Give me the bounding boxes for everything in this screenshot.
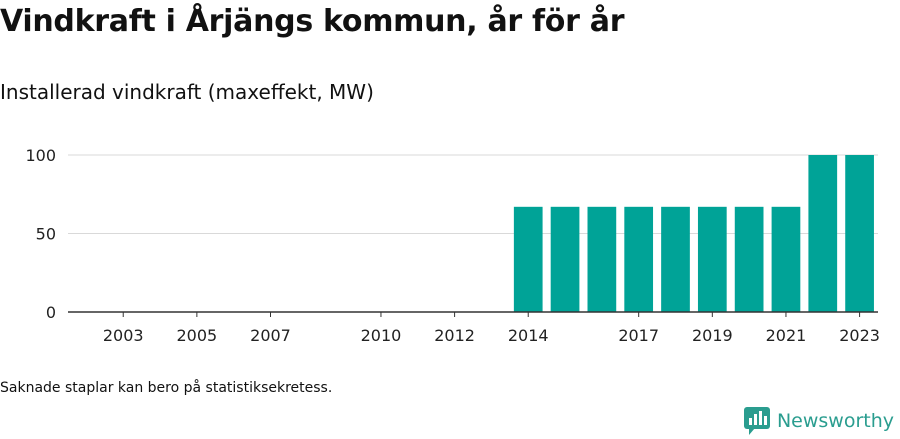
x-tick-label: 2012 xyxy=(434,326,475,345)
bar xyxy=(845,155,874,312)
x-tick-label: 2007 xyxy=(250,326,291,345)
x-tick-label: 2005 xyxy=(177,326,218,345)
bar xyxy=(808,155,838,312)
bar xyxy=(513,206,543,312)
brand-logo: Newsworthy xyxy=(743,406,894,436)
brand-name: Newsworthy xyxy=(776,410,894,432)
bar-chart-speech-bubble-icon xyxy=(743,407,770,435)
y-tick-label: 100 xyxy=(25,146,56,165)
x-tick-label: 2017 xyxy=(618,326,659,345)
x-tick-label: 2019 xyxy=(692,326,733,345)
bar xyxy=(734,206,764,312)
bar xyxy=(587,206,617,312)
bar xyxy=(697,206,727,312)
x-tick-label: 2023 xyxy=(839,326,880,345)
bar xyxy=(550,206,580,312)
x-tick-label: 2010 xyxy=(361,326,402,345)
bar-chart: 0 50 100 2003 2005 2007 2010 2012 2014 2017 2019 20… xyxy=(25,146,880,345)
x-tick-label: 2014 xyxy=(508,326,549,345)
chart-subtitle: Installerad vindkraft (maxeffekt, MW) xyxy=(0,80,374,104)
y-tick-label: 50 xyxy=(36,225,56,244)
bar xyxy=(624,206,654,312)
x-tick-label: 2003 xyxy=(103,326,144,345)
x-tick-label: 2021 xyxy=(766,326,807,345)
footnote: Saknade staplar kan bero på statistiksek… xyxy=(0,380,333,396)
bar xyxy=(771,206,801,312)
bar xyxy=(661,206,690,312)
chart-title: Vindkraft i Årjängs kommun, år för år xyxy=(0,4,625,39)
y-tick-label: 0 xyxy=(46,303,56,322)
